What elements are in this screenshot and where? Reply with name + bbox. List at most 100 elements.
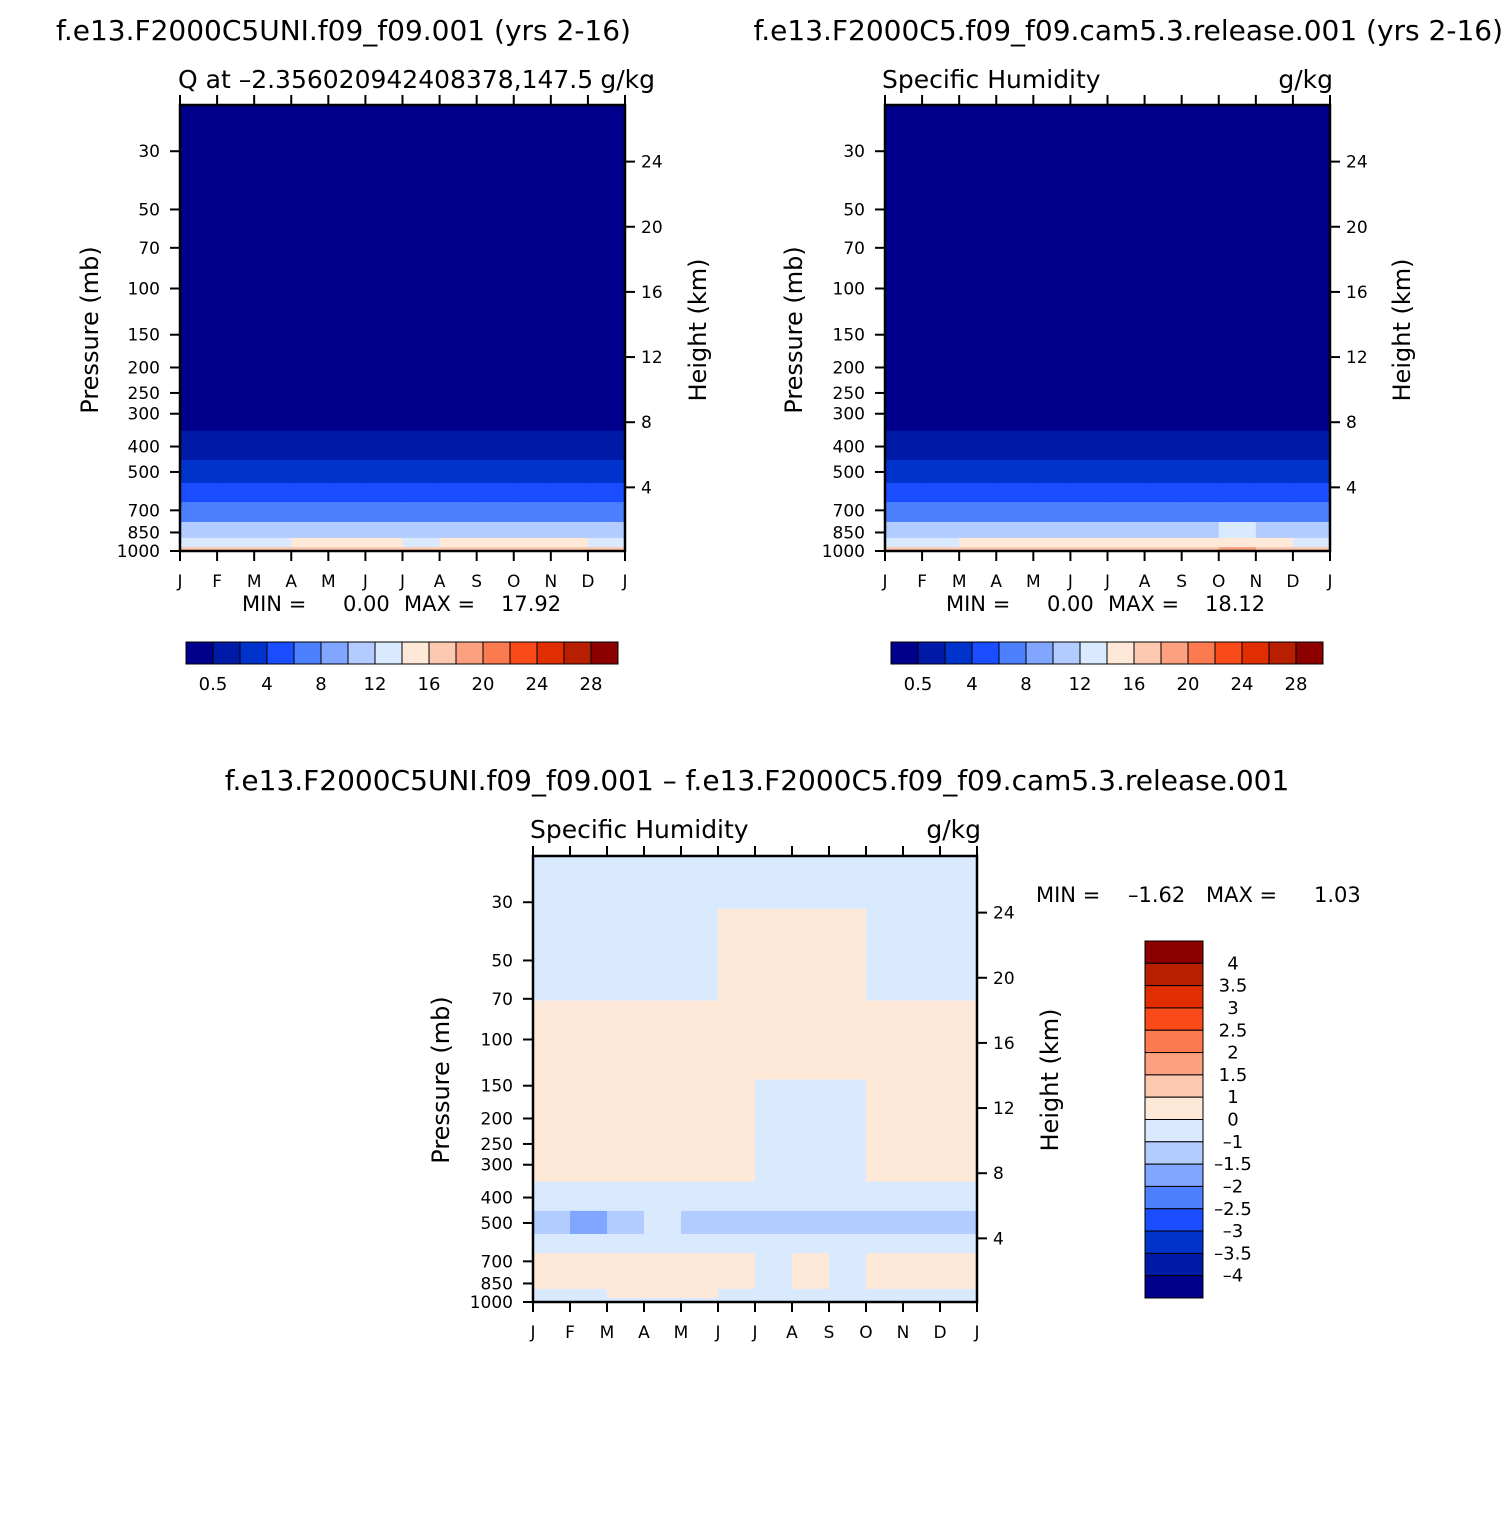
contour-cell	[866, 908, 904, 1001]
y-right-tick-label: 16	[1346, 283, 1368, 303]
colorbar-box	[1144, 985, 1204, 1009]
min-label: MIN =	[242, 592, 306, 616]
colorbar-label: 4	[1227, 953, 1238, 974]
contour-cell	[644, 1181, 682, 1211]
max-label: MAX =	[404, 592, 475, 616]
colorbar-box	[212, 641, 241, 665]
contour-cell	[476, 521, 515, 538]
contour-cell	[587, 390, 626, 431]
contour-cell	[1255, 248, 1294, 329]
colorbar-label: 20	[472, 674, 495, 695]
x-tick-label: J	[881, 572, 887, 592]
contour-cell	[922, 546, 960, 552]
contour-cell	[217, 459, 255, 483]
contour-cell	[550, 390, 589, 431]
contour-cell	[1033, 430, 1072, 460]
contour-cell	[681, 1141, 719, 1182]
contour-cell	[476, 546, 515, 552]
contour-cell	[180, 105, 218, 158]
contour-cell	[885, 430, 923, 460]
title-right: f.e13.F2000C5.f09_f09.cam5.3.release.001…	[753, 14, 1503, 47]
contour-cell	[959, 537, 997, 548]
contour-cell	[1144, 157, 1183, 250]
min-value: –1.62	[1128, 883, 1185, 907]
contour-cell	[903, 856, 941, 909]
y-tick-label: 30	[491, 893, 513, 913]
colorbar-box	[917, 641, 946, 665]
contour-cell	[829, 1288, 867, 1299]
contour-cell	[476, 430, 515, 460]
contour-cell	[533, 856, 571, 909]
colorbar-label: 28	[1285, 674, 1308, 695]
max-label: MAX =	[1206, 883, 1277, 907]
contour-cell	[959, 521, 997, 538]
colorbar-label: –3	[1223, 1221, 1243, 1242]
y-tick-label: 50	[843, 200, 865, 220]
contour-cell	[866, 1141, 904, 1182]
x-tick-label: F	[212, 572, 222, 592]
contour-cell	[718, 1252, 756, 1273]
colorbar-box	[971, 641, 1000, 665]
contour-cell	[1255, 430, 1294, 460]
colorbar-label: –4	[1223, 1266, 1243, 1287]
contour-cell	[365, 248, 404, 329]
contour-cell	[513, 248, 552, 329]
contour-cell	[1218, 248, 1257, 329]
contour-cell	[996, 157, 1034, 250]
contour-cell	[1070, 430, 1109, 460]
contour-cell	[681, 908, 719, 1001]
contour-cell	[718, 856, 756, 909]
contour-cell	[328, 430, 367, 460]
contour-cell	[792, 1210, 830, 1234]
colorbar-box	[563, 641, 592, 665]
contour-cell	[476, 105, 515, 158]
x-tick-label: N	[897, 1323, 910, 1343]
contour-cell	[1144, 248, 1183, 329]
contour-cell	[587, 459, 626, 483]
contour-cell	[1218, 546, 1257, 552]
colorbar-box	[536, 641, 565, 665]
y-tick-label: 250	[128, 384, 160, 404]
contour-cell	[513, 482, 552, 503]
contour-cell	[365, 328, 404, 392]
contour-cell	[1218, 482, 1257, 503]
contour-cell	[940, 1181, 978, 1211]
colorbar-box	[1214, 641, 1243, 665]
contour-cell	[644, 1297, 682, 1303]
contour-cell	[959, 459, 997, 483]
y-tick-label: 700	[128, 501, 160, 521]
y-tick-label: 400	[833, 438, 865, 458]
contour-cell	[550, 459, 589, 483]
contour-cell	[903, 1181, 941, 1211]
y-tick-label: 1000	[470, 1293, 513, 1313]
contour-cell	[607, 1210, 645, 1234]
contour-cell	[217, 328, 255, 392]
colorbar-box	[1144, 1252, 1204, 1277]
contour-cell	[1181, 248, 1220, 329]
contour-cell	[217, 157, 255, 250]
colorbar-label: –1	[1223, 1132, 1243, 1153]
contour-cell	[291, 459, 329, 483]
colorbar-label: 0	[1227, 1110, 1238, 1131]
contour-cell	[718, 1297, 756, 1303]
contour-cell	[1107, 105, 1146, 158]
contour-cell	[328, 546, 367, 552]
contour-cell	[254, 328, 292, 392]
contour-cell	[402, 537, 441, 548]
contour-cell	[996, 390, 1034, 431]
contour-cell	[1255, 521, 1294, 538]
contour-cell	[959, 430, 997, 460]
y-tick-label: 30	[843, 142, 865, 162]
contour-cell	[1218, 328, 1257, 392]
colorbar-label: –1.5	[1214, 1154, 1252, 1175]
contour-cell	[607, 1288, 645, 1299]
contour-cell	[1218, 105, 1257, 158]
contour-cell	[792, 1252, 830, 1273]
y-tick-label: 700	[481, 1252, 513, 1272]
colorbar-box	[185, 641, 214, 665]
contour-cell	[681, 999, 719, 1080]
contour-cell	[792, 999, 830, 1080]
contour-cell	[533, 908, 571, 1001]
